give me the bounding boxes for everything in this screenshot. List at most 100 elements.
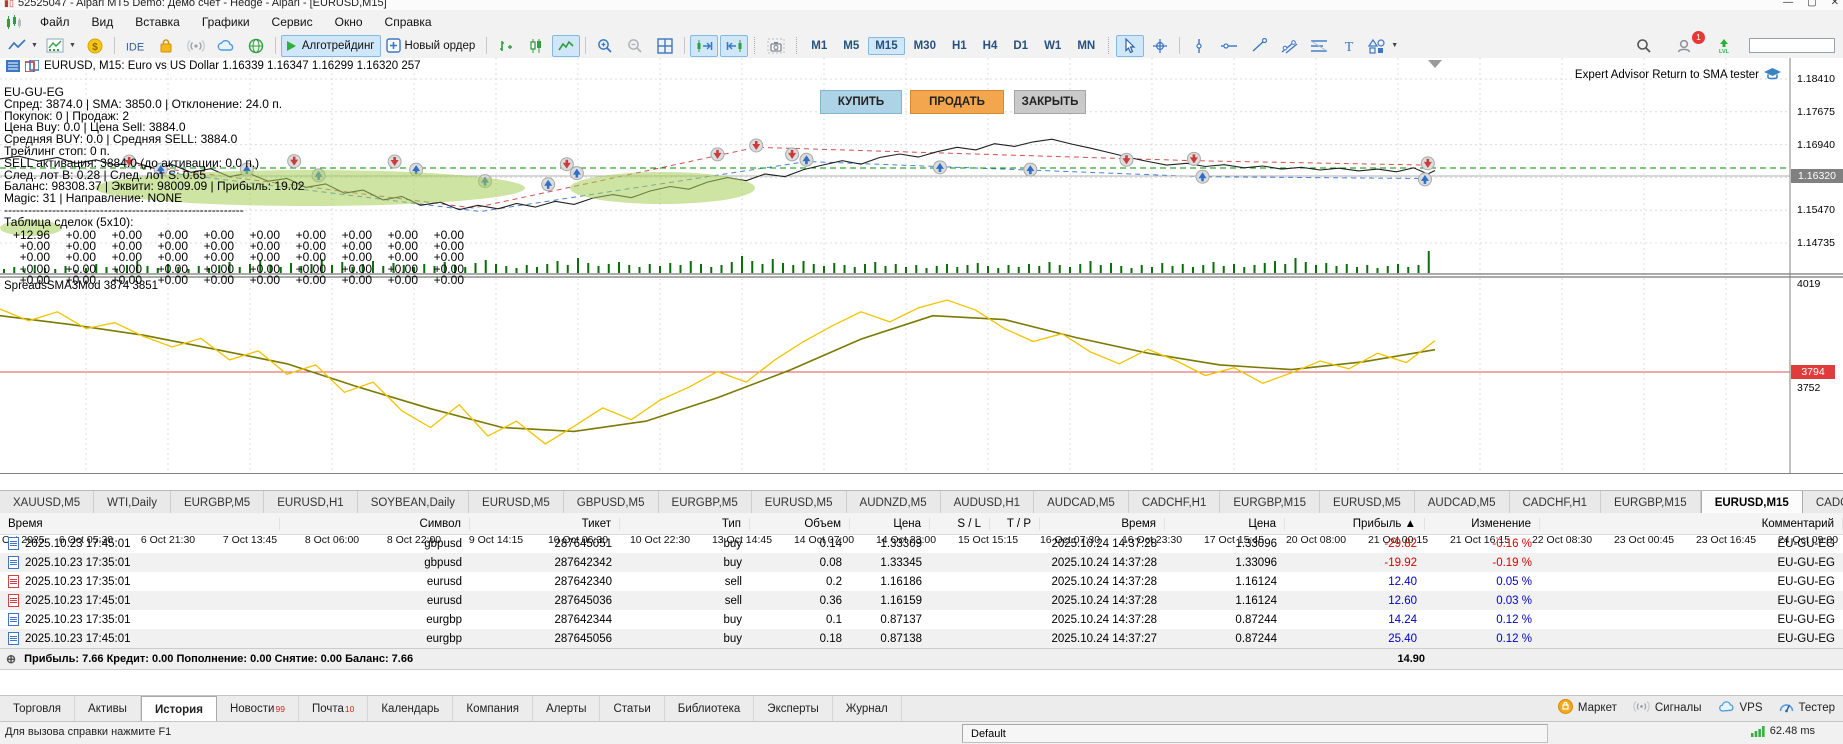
line-chart-icon[interactable] xyxy=(552,35,580,57)
buy-trade-marker[interactable] xyxy=(1418,173,1431,186)
sell-trade-marker[interactable] xyxy=(560,158,573,171)
service-тестер[interactable]: Тестер xyxy=(1779,700,1835,716)
chart-tab-cadchf-daily[interactable]: CADCHF,Daily xyxy=(1803,491,1843,514)
chart-style-icon[interactable]: ▼ xyxy=(5,35,41,57)
chart-tab-xauusd-m5[interactable]: XAUUSD,M5 xyxy=(0,491,94,514)
chart-tab-eurgbp-m15[interactable]: EURGBP,M15 xyxy=(1220,491,1320,514)
timeframe-w1[interactable]: W1 xyxy=(1037,37,1068,55)
ide-icon[interactable]: IDE xyxy=(120,35,150,57)
sell-trade-marker[interactable] xyxy=(1120,153,1133,166)
chart-tab-eurgbp-m15[interactable]: EURGBP,M15 xyxy=(1601,491,1701,514)
sell-trade-marker[interactable] xyxy=(786,148,799,161)
terminal-tab-библиотека[interactable]: Библиотека xyxy=(665,696,755,722)
menu-справка[interactable]: Справка xyxy=(374,12,443,32)
chart-tab-cadchf-h1[interactable]: CADCHF,H1 xyxy=(1510,491,1602,514)
chart-tab-eurusd-m5[interactable]: EURUSD,M5 xyxy=(469,491,564,514)
service-маркет[interactable]: Маркет xyxy=(1558,699,1617,717)
sell-trade-marker[interactable] xyxy=(1421,157,1434,170)
vline-icon[interactable] xyxy=(1185,35,1213,57)
tile-windows-icon[interactable] xyxy=(651,35,679,57)
timeframe-d1[interactable]: D1 xyxy=(1006,37,1035,55)
column-header[interactable]: T / P xyxy=(990,518,1040,530)
history-row[interactable]: 2025.10.23 17:35:01eurusd287642340sell0.… xyxy=(0,572,1843,591)
chart-tab-soybean-daily[interactable]: SOYBEAN,Daily xyxy=(358,491,469,514)
chart-tab-eurusd-m15[interactable]: EURUSD,M15 xyxy=(1701,491,1803,514)
terminal-tab-почта[interactable]: Почта10 xyxy=(299,696,368,722)
sell-trade-marker[interactable] xyxy=(750,139,763,152)
chart-area[interactable]: EURUSD, M15: Euro vs US Dollar 1.16339 1… xyxy=(0,58,1843,490)
hline-icon[interactable] xyxy=(1215,35,1243,57)
terminal-tab-статьи[interactable]: Статьи xyxy=(600,696,664,722)
terminal-tab-компания[interactable]: Компания xyxy=(453,696,533,722)
terminal-tab-активы[interactable]: Активы xyxy=(75,696,141,722)
timeframe-m1[interactable]: M1 xyxy=(804,37,834,55)
close-button[interactable]: ✕ xyxy=(1831,0,1839,8)
timeframe-m30[interactable]: M30 xyxy=(907,37,943,55)
chart-template-icon[interactable]: ▼ xyxy=(43,35,79,57)
timeframe-h4[interactable]: H4 xyxy=(976,37,1005,55)
chart-tab-gbpusd-m5[interactable]: GBPUSD,M5 xyxy=(564,491,659,514)
chart-window-icon[interactable] xyxy=(25,60,39,72)
column-header[interactable]: Время xyxy=(1040,518,1165,530)
channel-icon[interactable] xyxy=(1275,35,1303,57)
timeframe-m5[interactable]: M5 xyxy=(836,37,866,55)
menu-графики[interactable]: Графики xyxy=(191,12,261,32)
timeframe-m15[interactable]: M15 xyxy=(868,37,904,55)
expand-icon[interactable]: ⊕ xyxy=(6,652,16,666)
shift-right-icon[interactable] xyxy=(690,35,718,57)
menu-вставка[interactable]: Вставка xyxy=(124,12,191,32)
buy-trade-marker[interactable] xyxy=(542,178,555,191)
chart-tab-wti-daily[interactable]: WTI,Daily xyxy=(94,491,171,514)
terminal-tab-торговля[interactable]: Торговля xyxy=(0,696,75,722)
text-icon[interactable]: T xyxy=(1335,35,1363,57)
shift-left-icon[interactable] xyxy=(720,35,748,57)
column-header[interactable]: Изменение xyxy=(1425,518,1540,530)
column-header[interactable]: Объем xyxy=(750,518,850,530)
history-row[interactable]: 2025.10.23 17:35:01gbpusd287642342buy0.0… xyxy=(0,553,1843,572)
sell-trade-marker[interactable] xyxy=(711,148,724,161)
cursor-icon[interactable] xyxy=(1116,35,1144,57)
column-header[interactable]: Цена xyxy=(850,518,930,530)
signals-icon[interactable] xyxy=(182,35,210,57)
candles-icon[interactable] xyxy=(522,35,550,57)
chart-tab-audcad-m5[interactable]: AUDCAD,M5 xyxy=(1415,491,1510,514)
service-vps[interactable]: VPS xyxy=(1718,700,1763,716)
market-depth-icon[interactable] xyxy=(6,60,20,72)
column-header[interactable]: Символ xyxy=(280,518,470,530)
column-header[interactable]: Время xyxy=(0,518,280,530)
chart-tab-eurusd-m5[interactable]: EURUSD,M5 xyxy=(752,491,847,514)
chart-tab-eurusd-m5[interactable]: EURUSD,M5 xyxy=(1320,491,1415,514)
search-icon[interactable] xyxy=(1630,35,1658,57)
chart-tab-cadchf-h1[interactable]: CADCHF,H1 xyxy=(1129,491,1221,514)
sell-button[interactable]: ПРОДАТЬ xyxy=(910,90,1004,114)
buy-trade-marker[interactable] xyxy=(1024,163,1037,176)
history-row[interactable]: 2025.10.23 17:35:01eurgbp287642344buy0.1… xyxy=(0,610,1843,629)
column-header[interactable]: Комментарий xyxy=(1540,518,1843,530)
buy-trade-marker[interactable] xyxy=(570,167,583,180)
chart-tab-eurgbp-m5[interactable]: EURGBP,M5 xyxy=(659,491,752,514)
terminal-tab-календарь[interactable]: Календарь xyxy=(368,696,453,722)
service-сигналы[interactable]: Сигналы xyxy=(1633,700,1702,716)
camera-icon[interactable] xyxy=(762,35,790,57)
terminal-tab-эксперты[interactable]: Эксперты xyxy=(754,696,832,722)
buy-trade-marker[interactable] xyxy=(800,153,813,166)
chart-tab-audcad-m5[interactable]: AUDCAD,M5 xyxy=(1034,491,1129,514)
zoom-out-icon[interactable] xyxy=(621,35,649,57)
zoom-in-icon[interactable] xyxy=(591,35,619,57)
menu-сервис[interactable]: Сервис xyxy=(261,12,324,32)
terminal-tab-журнал[interactable]: Журнал xyxy=(833,696,902,722)
menu-окно[interactable]: Окно xyxy=(324,12,374,32)
globe-icon[interactable] xyxy=(242,35,270,57)
sell-trade-marker[interactable] xyxy=(1187,152,1200,165)
maximize-button[interactable]: ▢ xyxy=(1807,0,1816,8)
fibo-icon[interactable] xyxy=(1305,35,1333,57)
dollar-icon[interactable]: $ xyxy=(81,35,109,57)
menu-вид[interactable]: Вид xyxy=(81,12,125,32)
column-header[interactable]: Тикет xyxy=(470,518,620,530)
chart-tab-audnzd-m5[interactable]: AUDNZD,M5 xyxy=(847,491,941,514)
notifications-icon[interactable]: 1 xyxy=(1670,35,1698,57)
timeframe-mn[interactable]: MN xyxy=(1070,37,1102,55)
lvl-icon[interactable]: LVL xyxy=(1710,35,1738,57)
shapes-icon[interactable]: ▼ xyxy=(1365,35,1401,57)
column-header[interactable]: Прибыль ▲ xyxy=(1285,518,1425,530)
